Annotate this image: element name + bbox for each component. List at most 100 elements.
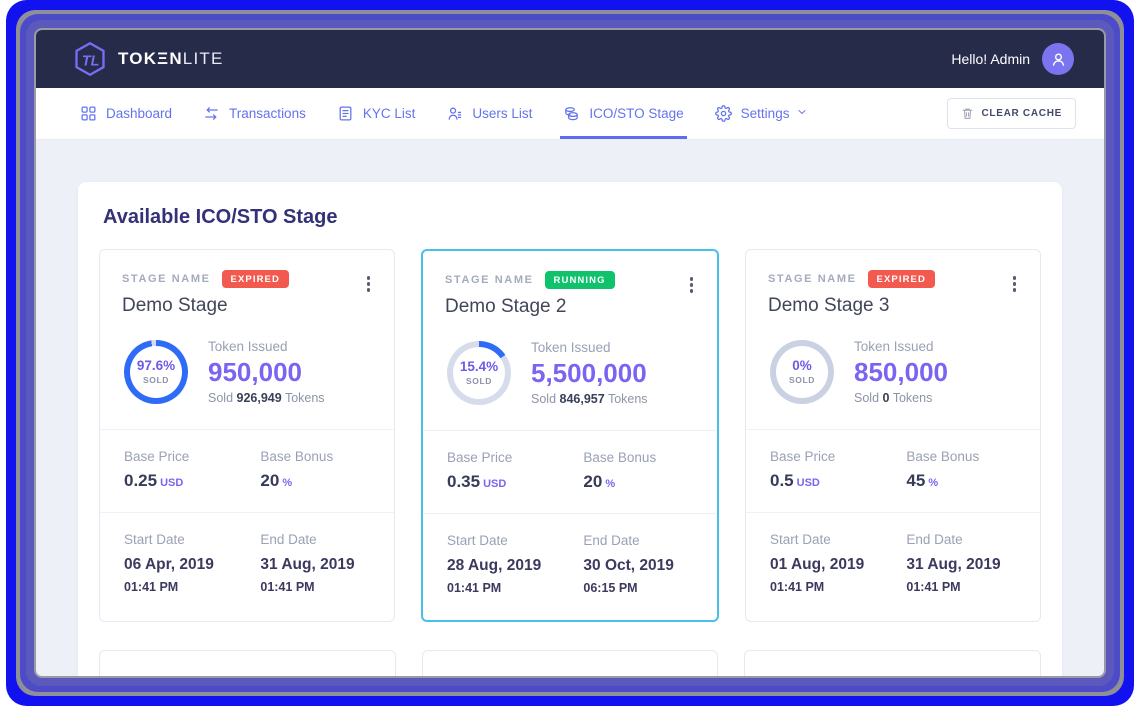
- stage-title: Demo Stage: [122, 295, 228, 316]
- nav-label: Users List: [472, 106, 533, 121]
- nav-label: ICO/STO Stage: [589, 106, 684, 121]
- user-icon: [1052, 52, 1064, 66]
- token-issued-value: 5,500,000: [531, 358, 647, 388]
- sold-tokens-line: Sold 926,949 Tokens: [208, 390, 325, 405]
- sold-donut-chart: 0% SOLD: [770, 339, 834, 404]
- app-window: TL TOKΞNLITE Hello! Admin Dashboard Tran…: [36, 30, 1104, 676]
- divider: [746, 428, 1040, 430]
- start-date-value: 28 Aug, 2019 01:41 PM: [447, 556, 542, 595]
- token-issued-value: 950,000: [208, 357, 302, 387]
- stage-cards-row: STAGE NAME EXPIRED Demo Stage 97.6% SOLD: [99, 249, 1041, 623]
- end-date-value: 31 Aug, 2019 01:41 PM: [906, 555, 1001, 594]
- stage-cards-row-2: [99, 650, 1042, 676]
- start-date-value: 01 Aug, 2019 01:41 PM: [770, 555, 865, 594]
- status-badge: EXPIRED: [221, 270, 289, 288]
- token-issued-label: Token Issued: [531, 340, 611, 355]
- brand-name: TOKΞNLITE: [118, 49, 224, 68]
- top-header-bar: TL TOKΞNLITE Hello! Admin: [36, 30, 1104, 88]
- start-date-value: 06 Apr, 2019 01:41 PM: [124, 555, 214, 594]
- sold-caption: SOLD: [142, 374, 169, 385]
- sold-donut-chart: 15.4% SOLD: [447, 340, 511, 405]
- main-content: Available ICO/STO Stage STAGE NAME EXPIR…: [36, 140, 1104, 676]
- token-issued-value: 850,000: [854, 357, 948, 387]
- nav-label: Transactions: [229, 106, 306, 121]
- sold-tokens-line: Sold 846,957 Tokens: [531, 391, 648, 406]
- nav-label: Settings: [740, 106, 790, 121]
- stage-card-partial: [744, 650, 1042, 676]
- stage-card-partial: [421, 650, 719, 676]
- clear-cache-label: CLEAR CACHE: [981, 108, 1062, 119]
- base-bonus-value: 20%: [583, 471, 616, 491]
- base-price-value: 0.25 USD: [124, 470, 184, 490]
- sold-caption: SOLD: [788, 374, 815, 385]
- base-price-label: Base Price: [447, 449, 513, 465]
- user-avatar[interactable]: [1042, 43, 1074, 75]
- base-bonus-label: Base Bonus: [583, 449, 657, 465]
- end-date-label: End Date: [583, 532, 640, 548]
- divider: [423, 512, 717, 514]
- divider: [100, 511, 394, 513]
- divider: [100, 428, 394, 430]
- page-title: Available ICO/STO Stage: [103, 206, 338, 228]
- sold-tokens-line: Sold 0 Tokens: [854, 390, 933, 405]
- base-bonus-value: 45%: [906, 470, 939, 490]
- card-menu-kebab-icon[interactable]: [1005, 272, 1025, 296]
- start-date-label: Start Date: [770, 531, 831, 547]
- nav-label: Dashboard: [106, 106, 173, 121]
- clear-cache-button[interactable]: CLEAR CACHE: [946, 98, 1076, 129]
- users-list-icon: [448, 107, 462, 120]
- status-badge: EXPIRED: [867, 270, 935, 288]
- stage-name-label: STAGE NAME: [768, 273, 857, 285]
- stage-card-demo-stage-3: STAGE NAME EXPIRED Demo Stage 3 0% SOLD: [745, 249, 1041, 623]
- stage-name-label: STAGE NAME: [122, 273, 211, 285]
- divider: [746, 511, 1040, 513]
- nav-item-transactions[interactable]: Transactions: [203, 88, 306, 139]
- stage-title: Demo Stage 2: [445, 296, 567, 317]
- card-menu-kebab-icon[interactable]: [359, 272, 379, 296]
- stage-card-demo-stage-2: STAGE NAME RUNNING Demo Stage 2 15.4% SO…: [421, 249, 719, 623]
- base-bonus-value: 20%: [260, 470, 293, 490]
- base-price-label: Base Price: [124, 448, 190, 464]
- start-date-label: Start Date: [124, 531, 185, 547]
- transactions-arrows-icon: [205, 107, 218, 120]
- stage-name-label: STAGE NAME: [445, 274, 534, 286]
- stage-card-demo-stage: STAGE NAME EXPIRED Demo Stage 97.6% SOLD: [99, 249, 395, 623]
- svg-text:TL: TL: [82, 53, 100, 69]
- kyc-list-icon: [339, 106, 352, 121]
- status-badge: RUNNING: [544, 271, 615, 289]
- stage-title: Demo Stage 3: [768, 295, 890, 316]
- stages-panel: Available ICO/STO Stage STAGE NAME EXPIR…: [78, 182, 1062, 676]
- dashboard-grid-icon: [81, 106, 96, 121]
- base-price-value: 0.5 USD: [770, 470, 820, 490]
- start-date-label: Start Date: [447, 532, 508, 548]
- sold-caption: SOLD: [465, 375, 492, 386]
- divider: [423, 429, 717, 431]
- trash-icon: [962, 108, 972, 119]
- base-bonus-label: Base Bonus: [906, 448, 980, 464]
- main-navigation: Dashboard Transactions KYC List Users Li…: [36, 88, 1104, 140]
- end-date-label: End Date: [260, 531, 317, 547]
- stage-card-partial: [99, 650, 396, 676]
- percent-sold-value: 0%: [792, 357, 812, 373]
- percent-sold-value: 97.6%: [136, 357, 176, 373]
- nav-item-settings[interactable]: Settings: [714, 88, 809, 139]
- nav-item-users-list[interactable]: Users List: [446, 88, 532, 139]
- nav-label: KYC List: [362, 106, 416, 121]
- nav-item-ico-sto-stage[interactable]: ICO/STO Stage: [560, 88, 687, 139]
- token-issued-label: Token Issued: [208, 339, 288, 354]
- base-price-value: 0.35 USD: [447, 471, 507, 491]
- card-menu-kebab-icon[interactable]: [682, 273, 702, 297]
- nav-item-kyc-list[interactable]: KYC List: [337, 88, 416, 139]
- end-date-value: 31 Aug, 2019 01:41 PM: [260, 555, 355, 594]
- base-price-label: Base Price: [770, 448, 836, 464]
- percent-sold-value: 15.4%: [459, 358, 499, 374]
- tokenlite-hexagon-logo-icon: TL: [72, 41, 108, 77]
- greeting-text: Hello! Admin: [951, 51, 1030, 67]
- gear-icon: [714, 105, 732, 122]
- token-issued-label: Token Issued: [854, 339, 934, 354]
- nav-item-dashboard[interactable]: Dashboard: [80, 88, 172, 139]
- end-date-label: End Date: [906, 531, 963, 547]
- coins-stack-icon: [565, 107, 579, 121]
- base-bonus-label: Base Bonus: [260, 448, 334, 464]
- end-date-value: 30 Oct, 2019 06:15 PM: [583, 556, 674, 595]
